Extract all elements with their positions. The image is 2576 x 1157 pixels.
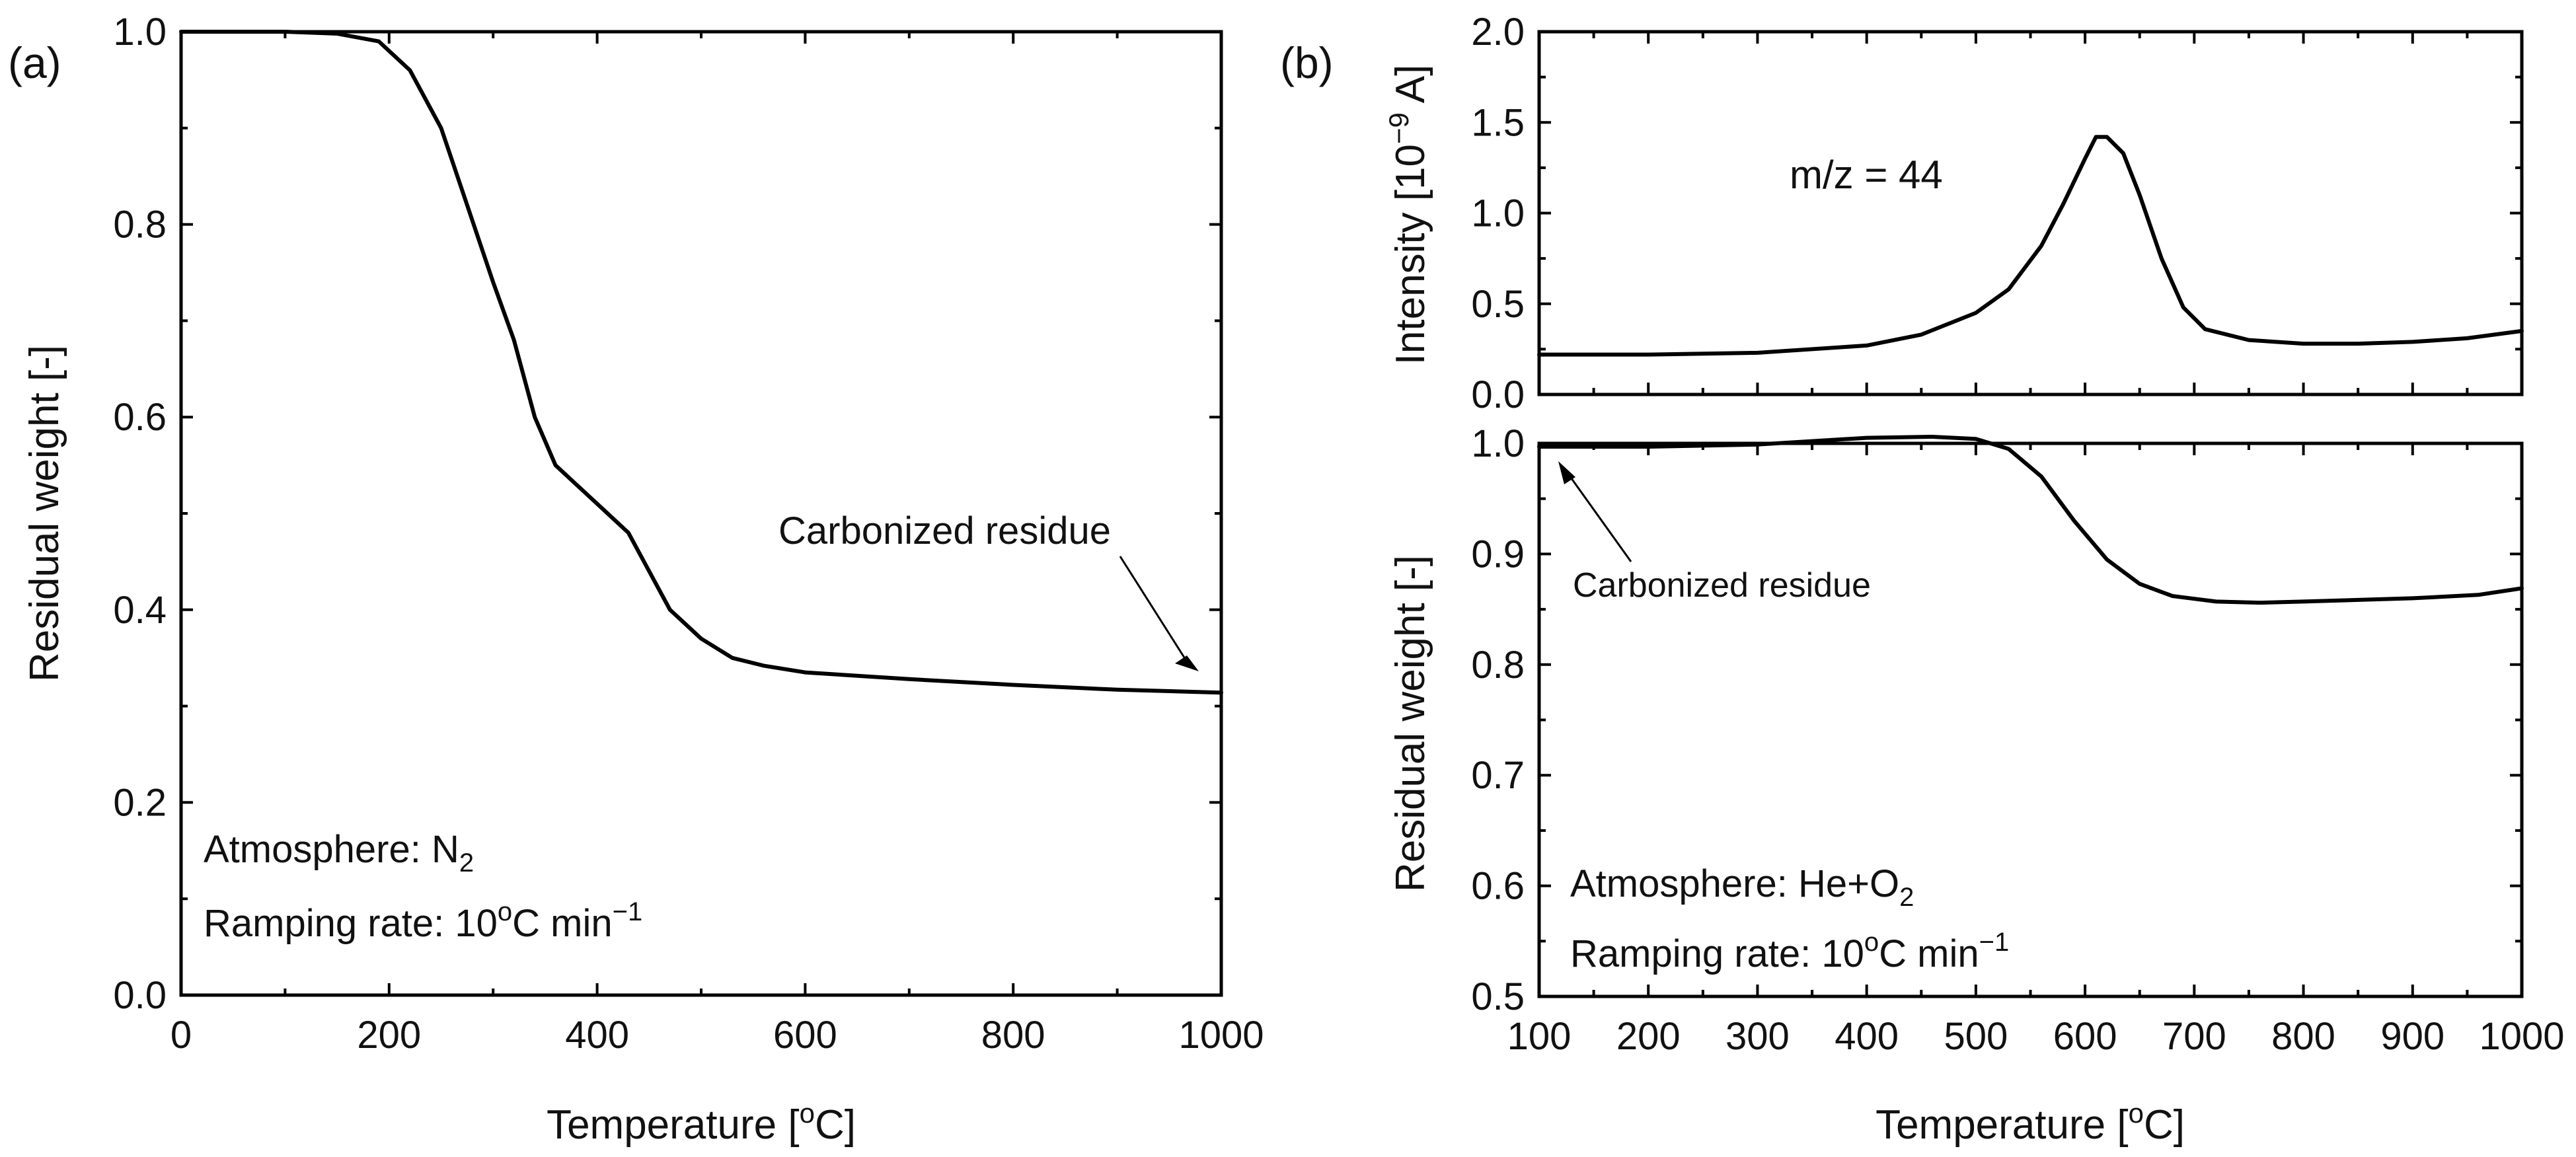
y-tick-label: 2.0 xyxy=(1471,11,1525,54)
panel-a-weight-line xyxy=(179,30,1223,695)
y-tick-label: 0.5 xyxy=(1471,975,1525,1018)
panel-b-bottom-tick-labels: 0.5 0.6 0.7 0.8 0.9 1.0 100 200 300 400 500 600 700 8… xyxy=(1471,422,2564,1058)
y-tick-label: 1.0 xyxy=(1471,192,1525,235)
x-tick-label: 100 xyxy=(1507,1015,1572,1058)
x-tick-label: 800 xyxy=(981,1014,1045,1057)
x-tick-label: 600 xyxy=(773,1014,837,1057)
y-tick-label: 0.0 xyxy=(1471,373,1525,416)
y-tick-label: 0.4 xyxy=(113,589,167,632)
panel-b-bottom-y-axis-label: Residual weight [-] xyxy=(1388,555,1433,892)
panel-label-b: (b) xyxy=(1280,38,1334,87)
x-tick-label: 300 xyxy=(1725,1015,1790,1058)
panel-b-top-intensity-line xyxy=(1537,135,2524,357)
panel-b-residue-arrowhead xyxy=(1558,461,1575,484)
panel-a-residue-annotation: Carbonized residue xyxy=(778,509,1111,552)
y-tick-label: 1.5 xyxy=(1471,101,1525,144)
y-tick-label: 0.6 xyxy=(1471,865,1525,908)
panel-a: (a) 0.00.20.40.60.81.00 200 400 600 800 1000 … xyxy=(8,11,1264,1148)
panel-a-plot-frame xyxy=(179,30,1223,997)
x-tick-label: 1000 xyxy=(1178,1014,1264,1057)
panel-b-top-tick-labels: 0.0 0.5 1.0 1.5 2.0 xyxy=(1471,11,1525,416)
panel-a-atmosphere-text: Atmosphere: N2 xyxy=(204,828,474,877)
x-tick-label: 200 xyxy=(357,1014,421,1057)
y-tick-label: 1.0 xyxy=(1471,422,1525,465)
y-tick-label: 0.9 xyxy=(1471,533,1525,576)
panel-b-top-plot-frame xyxy=(1537,30,2524,396)
panel-b-residue-annotation: Carbonized residue xyxy=(1573,566,1871,605)
y-tick-label: 1.0 xyxy=(113,11,167,54)
x-tick-label: 900 xyxy=(2380,1015,2444,1058)
y-tick-label: 0.8 xyxy=(1471,644,1525,687)
panel-a-x-axis-label: Temperature [oC] xyxy=(547,1098,856,1148)
x-tick-label: 1000 xyxy=(2479,1015,2564,1058)
y-tick-label: 0.8 xyxy=(113,204,167,246)
panel-b-top-y-axis-label: Intensity [10−9 A] xyxy=(1383,65,1433,365)
panel-b-ramp-text: Ramping rate: 10oC min−1 xyxy=(1570,928,2009,975)
panel-b: (b) 0.0 0.5 1.0 1.5 2.0 m/z = 44 Intensity [… xyxy=(1280,11,2565,1148)
panel-b-atmosphere-text: Atmosphere: He+O2 xyxy=(1570,862,1914,912)
panel-b-bottom-weight-line xyxy=(1537,435,2524,605)
y-tick-label: 0.2 xyxy=(113,781,167,824)
panel-b-x-axis-label: Temperature [oC] xyxy=(1875,1098,2185,1148)
panel-a-residue-arrow xyxy=(1119,556,1186,658)
y-tick-label: 0.0 xyxy=(113,974,167,1017)
panel-a-tick-labels: 0.0 0.2 0.4 0.6 0.8 1.0 0 200 400 600 800 1000 xyxy=(113,11,1264,1057)
panel-a-y-axis-label: Residual weight [-] xyxy=(22,345,67,682)
y-tick-label: 0.6 xyxy=(113,396,167,439)
panel-a-ramp-text: Ramping rate: 10oC min−1 xyxy=(204,897,642,945)
x-tick-label: 400 xyxy=(1835,1015,1899,1058)
panel-b-bottom-plot-frame xyxy=(1537,441,2524,998)
panel-b-mz-annotation: m/z = 44 xyxy=(1790,153,1943,197)
panel-label-a: (a) xyxy=(8,38,61,87)
x-tick-label: 0 xyxy=(170,1014,192,1057)
x-tick-label: 400 xyxy=(565,1014,629,1057)
x-tick-label: 200 xyxy=(1616,1015,1681,1058)
y-tick-label: 0.7 xyxy=(1471,754,1525,797)
x-tick-label: 500 xyxy=(1944,1015,2008,1058)
panel-a-residue-arrowhead xyxy=(1175,655,1199,671)
x-tick-label: 800 xyxy=(2271,1015,2335,1058)
panel-b-residue-arrow xyxy=(1568,475,1632,562)
y-tick-label: 0.5 xyxy=(1471,283,1525,326)
x-tick-label: 600 xyxy=(2053,1015,2117,1058)
x-tick-label: 700 xyxy=(2162,1015,2226,1058)
